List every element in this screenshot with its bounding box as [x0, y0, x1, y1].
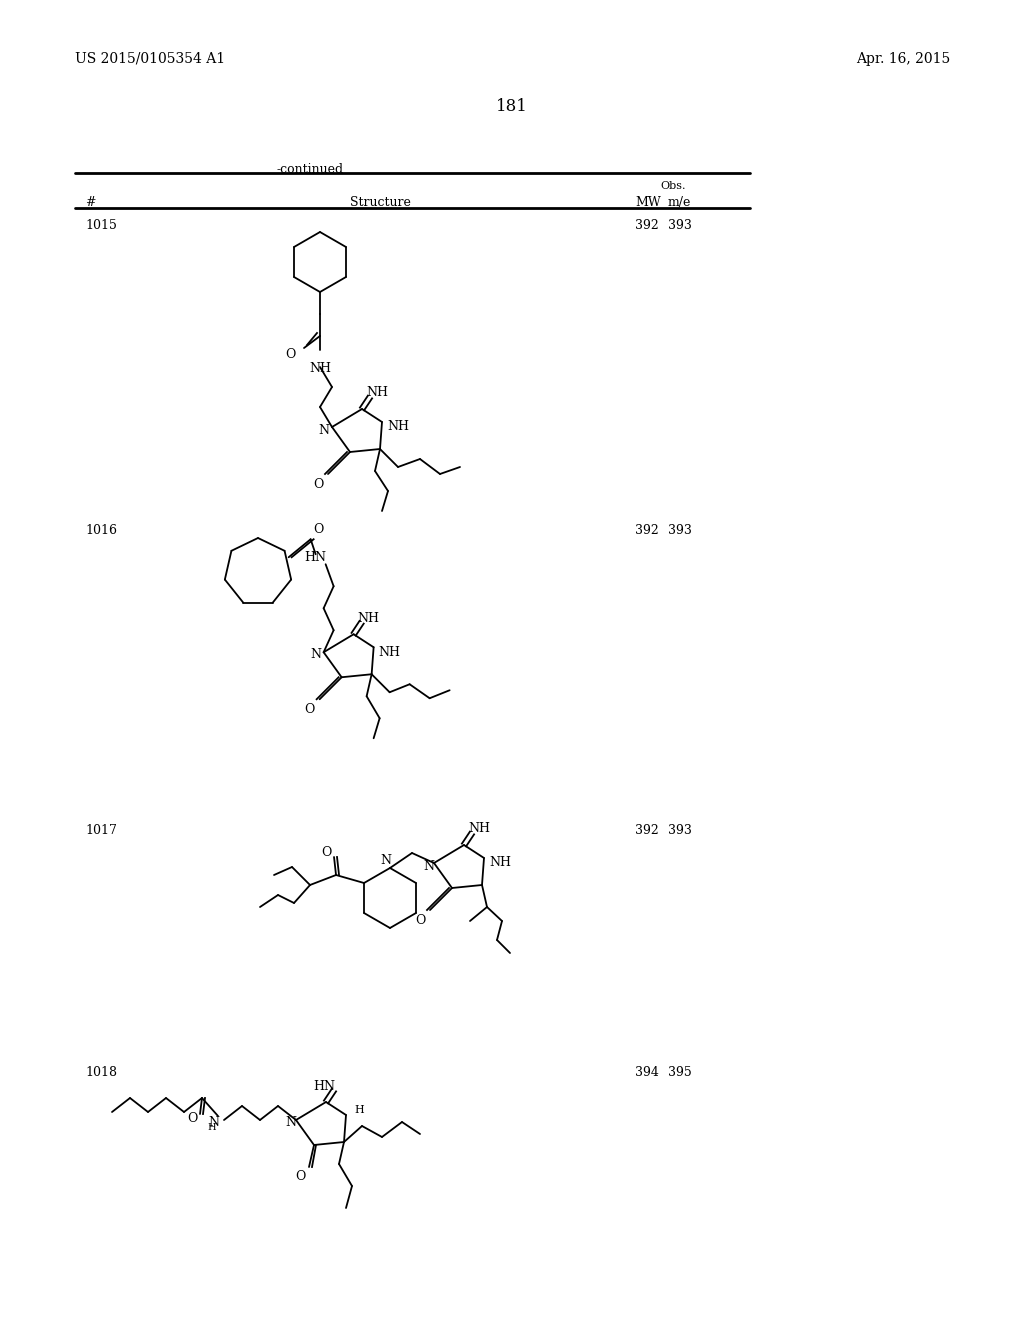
Text: N: N	[318, 424, 330, 437]
Text: N: N	[209, 1115, 219, 1129]
Text: Obs.: Obs.	[660, 181, 685, 191]
Text: O: O	[285, 347, 295, 360]
Text: NH: NH	[379, 645, 400, 659]
Text: O: O	[295, 1171, 305, 1184]
Text: 392: 392	[635, 219, 658, 232]
Text: N: N	[310, 648, 322, 661]
Text: NH: NH	[387, 421, 409, 433]
Text: 395: 395	[668, 1067, 692, 1078]
Text: O: O	[312, 478, 324, 491]
Text: N: N	[286, 1117, 297, 1130]
Text: O: O	[321, 846, 331, 859]
Text: O: O	[415, 913, 425, 927]
Text: H: H	[207, 1123, 216, 1133]
Text: 393: 393	[668, 824, 692, 837]
Text: Apr. 16, 2015: Apr. 16, 2015	[856, 51, 950, 66]
Text: O: O	[313, 523, 324, 536]
Text: HN: HN	[313, 1080, 335, 1093]
Text: 392: 392	[635, 824, 658, 837]
Text: H: H	[354, 1105, 364, 1115]
Text: NH: NH	[468, 822, 490, 836]
Text: N: N	[381, 854, 391, 866]
Text: 1015: 1015	[85, 219, 117, 232]
Text: 1017: 1017	[85, 824, 117, 837]
Text: -continued: -continued	[276, 162, 344, 176]
Text: HN: HN	[304, 550, 327, 564]
Text: 393: 393	[668, 524, 692, 537]
Text: NH: NH	[489, 857, 511, 870]
Text: NH: NH	[366, 387, 388, 400]
Text: 392: 392	[635, 524, 658, 537]
Text: 181: 181	[496, 98, 528, 115]
Text: m/e: m/e	[668, 195, 691, 209]
Text: 393: 393	[668, 219, 692, 232]
Text: O: O	[304, 702, 314, 715]
Text: 394: 394	[635, 1067, 658, 1078]
Text: #: #	[85, 195, 95, 209]
Text: NH: NH	[357, 611, 380, 624]
Text: 1016: 1016	[85, 524, 117, 537]
Text: MW: MW	[635, 195, 660, 209]
Text: N: N	[424, 859, 434, 873]
Text: 1018: 1018	[85, 1067, 117, 1078]
Text: NH: NH	[309, 362, 331, 375]
Text: US 2015/0105354 A1: US 2015/0105354 A1	[75, 51, 225, 66]
Text: O: O	[186, 1111, 198, 1125]
Text: Structure: Structure	[349, 195, 411, 209]
